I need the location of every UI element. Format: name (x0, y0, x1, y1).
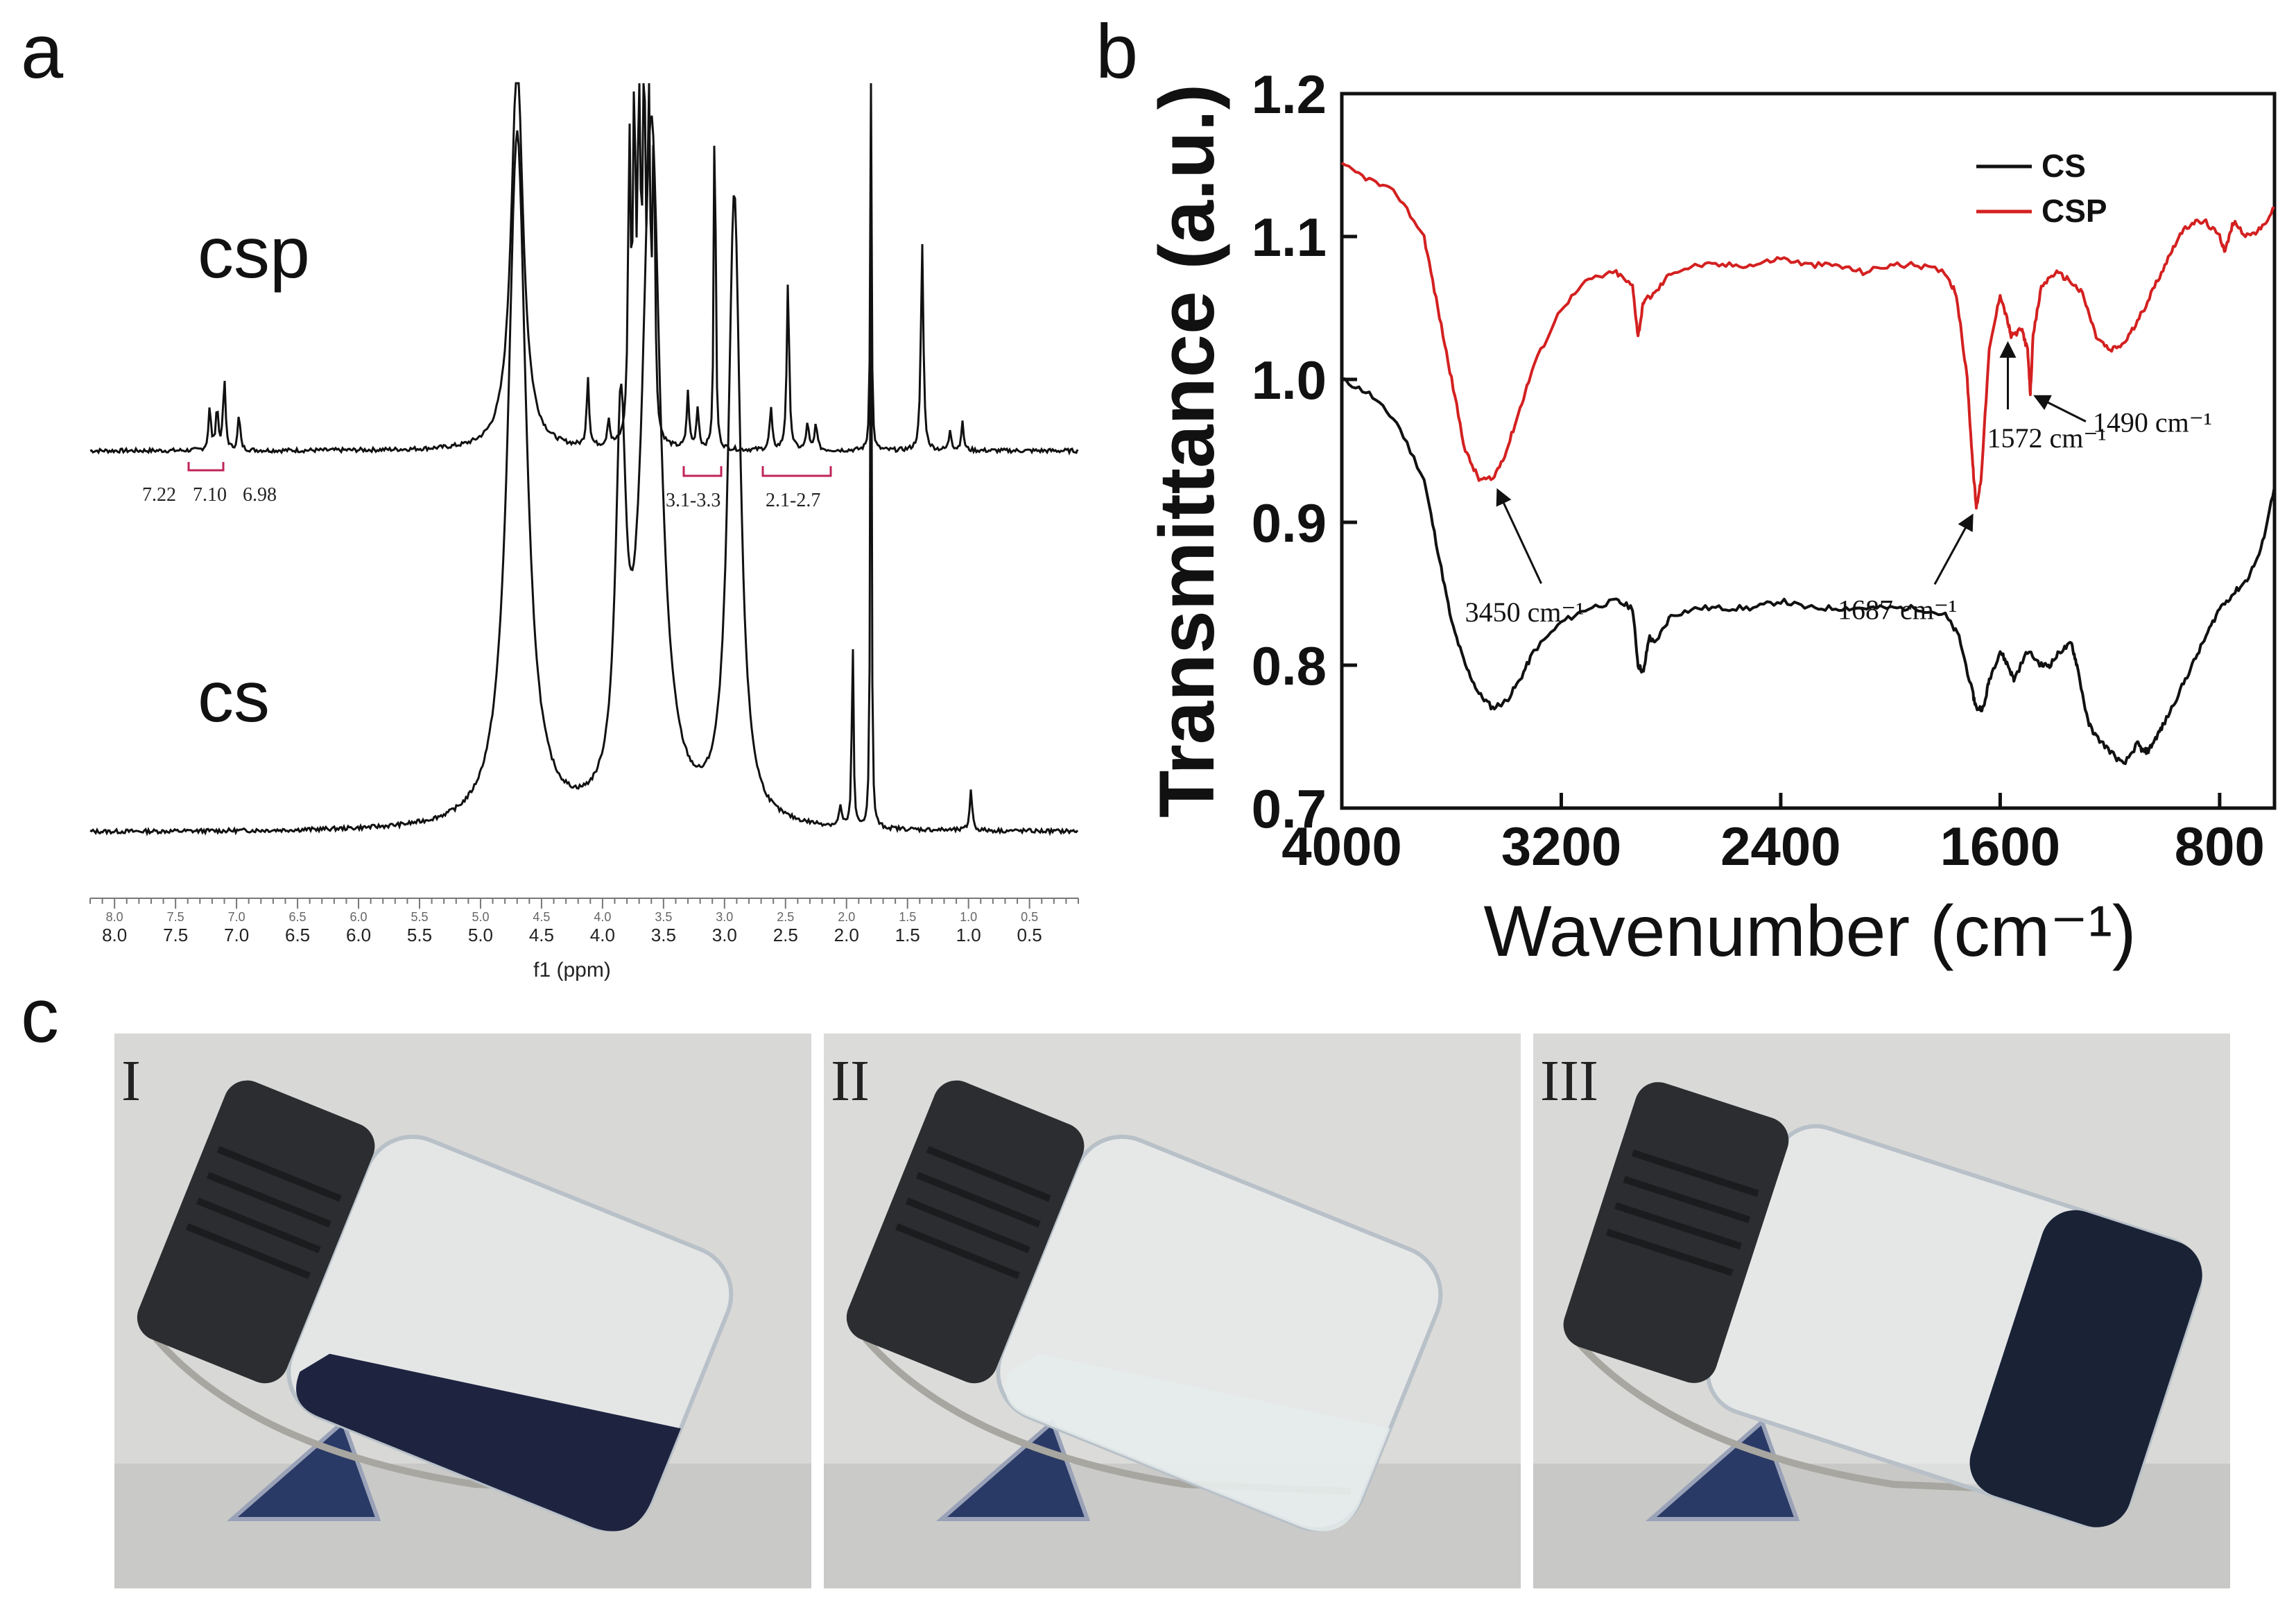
ftir-annotation-arrow (1933, 513, 1974, 585)
annotation-aromatic-1: 7.22 (142, 484, 176, 506)
nmr-tick-label-small: 6.5 (289, 910, 307, 924)
ftir-y-axis-label: Transmittance (a.u.) (1143, 84, 1230, 818)
annotation-aromatic-3: 6.98 (243, 484, 277, 506)
ftir-plot-frame (1340, 92, 2277, 810)
ftir-series-csp (1340, 162, 2275, 510)
photo-label-III: III (1540, 1049, 1598, 1113)
ftir-y-tick-label: 1.1 (1252, 207, 1327, 268)
ftir-annotation-label: 1687 cm⁻¹ (1838, 594, 1957, 625)
ftir-annotation-label: 1572 cm⁻¹ (1987, 422, 2106, 454)
nmr-tick-label: 2.0 (834, 925, 859, 945)
nmr-tick-label-small: 4.5 (533, 910, 550, 924)
nmr-x-axis: 8.08.0 7.57.5 7.07.0 6.56.5 6.06.0 5.55.5 5.05… (89, 898, 1079, 945)
nmr-tick-label: 8.0 (102, 925, 127, 945)
photo-I: I (114, 1034, 811, 1588)
photo-III: III (1533, 1034, 2230, 1588)
nmr-x-axis-label: f1 (ppm) (533, 959, 611, 981)
nmr-tick-label-small: 0.5 (1021, 910, 1038, 924)
nmr-tick-label: 6.0 (346, 925, 371, 945)
nmr-tick-label-small: 8.0 (106, 910, 123, 924)
ftir-x-tick-label: 1600 (1940, 816, 2061, 877)
ftir-x-tick-label: 2400 (1720, 816, 1841, 877)
ftir-annotation-label: 3450 cm⁻¹ (1465, 597, 1585, 628)
bracket-range1 (682, 466, 723, 477)
photo-II: II (824, 1034, 1521, 1588)
nmr-tick-label: 1.0 (956, 925, 981, 945)
ftir-y-tick-label: 0.8 (1252, 635, 1327, 696)
legend-label-csp: CSP (2042, 193, 2107, 229)
nmr-tick-label-small: 7.5 (167, 910, 184, 924)
bracket-range2 (761, 466, 832, 477)
nmr-tick-label: 0.5 (1017, 925, 1042, 945)
panel-label-a: a (21, 9, 64, 94)
ftir-x-tick-label: 3200 (1501, 816, 1622, 877)
vial-liquid-1 (296, 1353, 681, 1532)
panel-label-b: b (1096, 9, 1139, 94)
nmr-tick-label-small: 2.0 (838, 910, 855, 924)
nmr-label-cs: cs (198, 657, 270, 737)
ftir-y-tick-label: 1.0 (1252, 350, 1327, 411)
nmr-tick-label-small: 7.0 (228, 910, 245, 924)
photo-label-II: II (831, 1049, 870, 1113)
nmr-tick-label: 5.0 (468, 925, 493, 945)
vial-illustration-3 (1533, 1034, 2230, 1588)
ftir-legend: CS CSP (1976, 148, 2107, 229)
ftir-annotation-label: 1490 cm⁻¹ (2093, 407, 2212, 438)
nmr-tick-label: 7.5 (163, 925, 188, 945)
nmr-tick-label-small: 4.0 (594, 910, 611, 924)
legend-label-cs: CS (2042, 148, 2086, 184)
nmr-trace-csp (89, 82, 1079, 456)
ftir-annotation-arrow (2033, 395, 2087, 422)
nmr-tick-label: 6.5 (285, 925, 310, 945)
nmr-tick-label-small: 5.5 (411, 910, 428, 924)
nmr-tick-label: 7.0 (224, 925, 249, 945)
vial-illustration-2 (824, 1034, 1521, 1588)
vial-liquid-3 (1969, 1210, 2202, 1527)
ftir-annotation-arrow (1496, 488, 1542, 584)
bracket-aromatic (187, 462, 225, 472)
nmr-tick-label: 5.5 (407, 925, 432, 945)
nmr-label-csp: csp (198, 213, 310, 293)
annotation-aromatic-2: 7.10 (193, 484, 227, 506)
nmr-spectrum: csp cs 7.22 7.10 6.98 3.1-3.3 2.1-2.7 8.… (89, 82, 1079, 981)
nmr-tick-label-small: 1.0 (960, 910, 977, 924)
ftir-x-tick-label: 800 (2175, 816, 2265, 877)
nmr-trace-cs (89, 115, 1079, 837)
nmr-tick-label-small: 5.0 (472, 910, 489, 924)
vial-liquid-2 (1005, 1353, 1390, 1532)
ftir-y-tick-label: 1.2 (1252, 64, 1327, 125)
nmr-tick-label: 1.5 (895, 925, 920, 945)
annotation-range1: 3.1-3.3 (666, 490, 720, 511)
nmr-tick-label: 2.5 (773, 925, 798, 945)
ftir-x-tick-label: 4000 (1281, 816, 1402, 877)
ftir-series-cs (1341, 377, 2276, 765)
nmr-tick-label-small: 1.5 (899, 910, 916, 924)
ftir-y-tick-label: 0.9 (1252, 492, 1327, 554)
nmr-tick-label: 4.5 (529, 925, 554, 945)
vial-illustration-1 (114, 1034, 811, 1588)
nmr-tick-label-small: 2.5 (777, 910, 794, 924)
ftir-x-axis-label: Wavenumber (cm⁻¹) (1484, 891, 2137, 972)
panel-label-c: c (21, 973, 59, 1058)
nmr-tick-label: 3.0 (712, 925, 737, 945)
photo-label-I: I (121, 1049, 141, 1113)
ftir-chart: 4000 3200 2400 1600 800 0.7 0.8 0.9 1.0 1.1 1.2 Tr… (1143, 64, 2277, 972)
nmr-tick-label-small: 6.0 (350, 910, 368, 924)
annotation-range2: 2.1-2.7 (766, 490, 820, 511)
ftir-y-tick-label: 0.7 (1252, 778, 1327, 839)
nmr-tick-label-small: 3.0 (716, 910, 733, 924)
nmr-tick-label: 4.0 (590, 925, 615, 945)
nmr-tick-label-small: 3.5 (655, 910, 672, 924)
nmr-tick-label: 3.5 (651, 925, 676, 945)
